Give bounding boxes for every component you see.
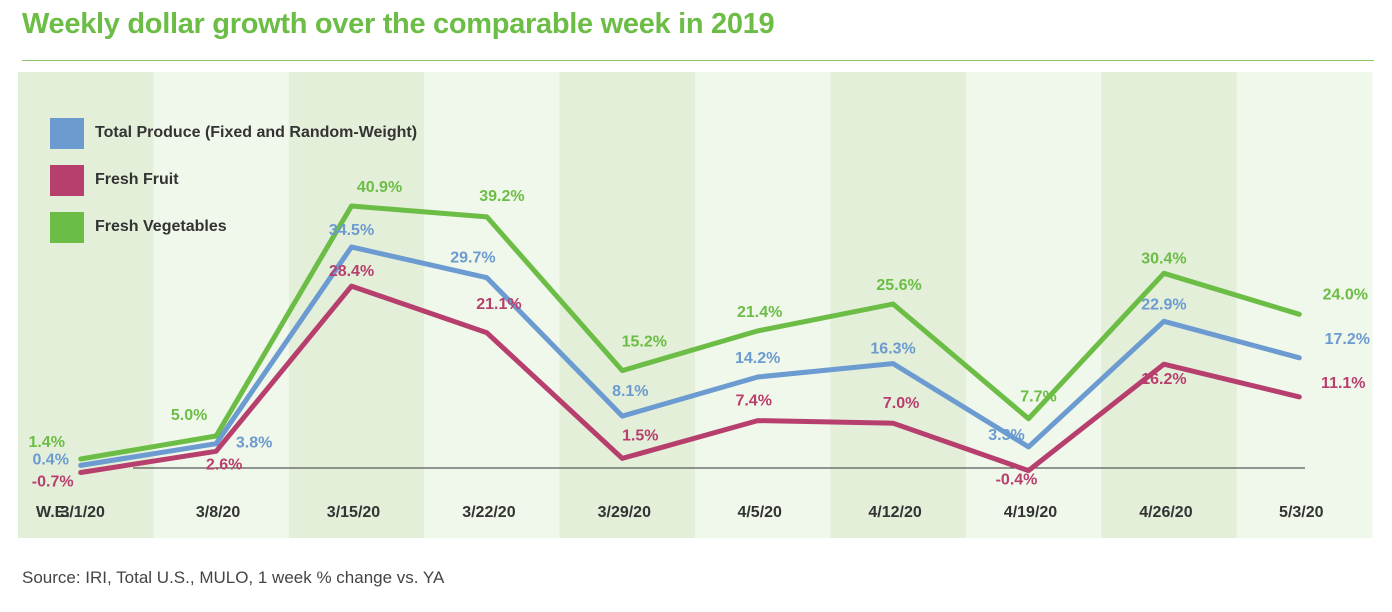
- data-label: 11.1%: [1321, 375, 1365, 392]
- series-line-fresh-fruit: [78, 283, 1302, 475]
- column-band: [695, 72, 831, 538]
- x-tick-label: 4/26/20: [1139, 504, 1192, 521]
- data-label: 34.5%: [329, 222, 374, 239]
- legend-label: Fresh Fruit: [95, 171, 179, 188]
- x-axis-ticks: 3/1/20 3/8/20 3/15/20 3/22/20 3/29/20 4/5/20 4…: [60, 504, 1323, 521]
- legend-label: Fresh Vegetables: [95, 218, 227, 235]
- data-label: 14.2%: [735, 350, 780, 367]
- column-band: [830, 72, 967, 538]
- data-label: 17.2%: [1325, 331, 1370, 348]
- data-label: 5.0%: [171, 407, 207, 424]
- data-label: 16.3%: [870, 341, 915, 358]
- data-label: 39.2%: [479, 188, 524, 205]
- data-label: 25.6%: [876, 277, 921, 294]
- data-label: 8.1%: [612, 383, 648, 400]
- data-label: 21.1%: [476, 296, 521, 313]
- data-label: 21.4%: [737, 304, 782, 321]
- source-note: Source: IRI, Total U.S., MULO, 1 week % …: [22, 568, 445, 587]
- series-line-total-produce-fixed-and-random-weight: [78, 244, 1302, 468]
- series-lines: [78, 203, 1302, 475]
- chart-title: Weekly dollar growth over the comparable…: [22, 8, 775, 40]
- data-label: 40.9%: [357, 179, 402, 196]
- data-label: 30.4%: [1141, 250, 1186, 267]
- data-label: 3.3%: [988, 427, 1024, 444]
- x-tick-label: 3/15/20: [327, 504, 380, 521]
- x-tick-label: 4/12/20: [868, 504, 921, 521]
- data-label: 24.0%: [1323, 286, 1368, 303]
- data-labels: 0.4% 3.8% 34.5% 29.7% 8.1% 14.2% 16.3% 3.3% 22.9…: [28, 179, 1370, 490]
- data-label: 7.0%: [883, 395, 919, 412]
- data-label: 3.8%: [236, 435, 272, 452]
- x-tick-label: 5/3/20: [1279, 504, 1324, 521]
- data-label: -0.4%: [996, 472, 1038, 489]
- data-label: 16.2%: [1141, 371, 1186, 388]
- legend-swatch: [50, 118, 84, 149]
- legend: Total Produce (Fixed and Random-Weight) F…: [50, 118, 417, 243]
- series-line-fresh-vegetables: [78, 203, 1302, 462]
- x-tick-label: 4/19/20: [1004, 504, 1057, 521]
- data-label: 1.5%: [622, 427, 658, 444]
- data-label: 15.2%: [622, 334, 667, 351]
- data-label: 2.6%: [206, 456, 242, 473]
- legend-label: Total Produce (Fixed and Random-Weight): [95, 124, 417, 141]
- line-chart: 0.4% 3.8% 34.5% 29.7% 8.1% 14.2% 16.3% 3.3% 22.9…: [18, 72, 1373, 538]
- column-band: [965, 72, 1102, 538]
- data-label: 28.4%: [329, 263, 374, 280]
- x-tick-label: 3/1/20: [60, 504, 105, 521]
- data-label: 29.7%: [450, 250, 495, 267]
- data-label: 22.9%: [1141, 296, 1186, 313]
- data-label: 7.4%: [735, 393, 771, 410]
- column-band: [153, 72, 290, 538]
- data-label: 7.7%: [1020, 389, 1056, 406]
- x-axis-label: W.E.: [36, 504, 70, 521]
- data-label: 1.4%: [28, 434, 64, 451]
- data-label: -0.7%: [32, 473, 74, 490]
- column-band: [1101, 72, 1238, 538]
- column-band: [559, 72, 696, 538]
- x-tick-label: 3/29/20: [598, 504, 651, 521]
- column-band: [1236, 72, 1373, 538]
- column-band: [424, 72, 561, 538]
- x-tick-label: 4/5/20: [737, 504, 782, 521]
- title-divider: [22, 60, 1374, 61]
- x-tick-label: 3/22/20: [462, 504, 515, 521]
- data-label: 0.4%: [32, 451, 68, 468]
- x-tick-label: 3/8/20: [196, 504, 241, 521]
- legend-swatch: [50, 212, 84, 243]
- legend-swatch: [50, 165, 84, 196]
